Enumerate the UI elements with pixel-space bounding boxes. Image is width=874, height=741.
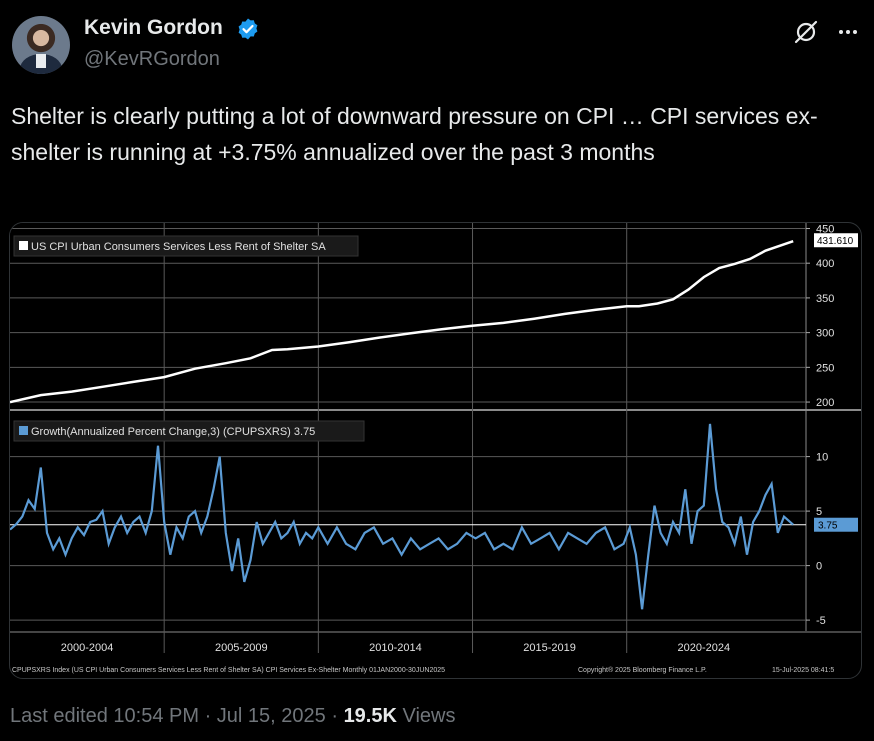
tweet-date[interactable]: Jul 15, 2025 <box>216 705 326 727</box>
lower-ticks: 10 5 0 -5 <box>806 452 828 627</box>
period-label: 2010-2014 <box>369 642 422 654</box>
copyright-text: Copyright® 2025 Bloomberg Finance L.P. <box>578 666 707 674</box>
upper-tick-label: 450 <box>816 223 834 235</box>
lower-tick-label: 5 <box>816 506 822 518</box>
author-name[interactable]: Kevin Gordon <box>84 16 223 39</box>
period-labels: 2000-2004 2005-2009 2010-2014 2015-2019 2020… <box>61 642 730 654</box>
chart-image[interactable]: US CPI Urban Consumers Services Less Ren… <box>9 222 862 679</box>
period-label: 2000-2004 <box>61 642 114 654</box>
lower-tick-label: 10 <box>816 452 828 464</box>
verified-badge-icon[interactable] <box>236 17 260 41</box>
upper-last-value-text: 431.610 <box>817 236 854 247</box>
views-count: 19.5K <box>343 705 397 727</box>
upper-tick-label: 250 <box>816 362 834 374</box>
upper-legend-text: US CPI Urban Consumers Services Less Ren… <box>31 241 326 253</box>
lower-last-value-tag <box>814 517 858 532</box>
lower-last-value-text: 3.75 <box>818 521 838 532</box>
footer-separator: · <box>331 705 344 727</box>
growth-series-line <box>10 423 794 610</box>
source-footnote: CPUPSXRS Index (US CPI Urban Consumers S… <box>12 667 445 674</box>
lower-legend-box <box>13 420 365 442</box>
timestamp-text: 15-Jul-2025 08:41:5 <box>772 667 834 674</box>
lower-legend-swatch <box>19 426 28 435</box>
upper-legend-swatch <box>19 241 28 250</box>
period-label: 2005-2009 <box>215 642 268 654</box>
views-label: Views <box>402 705 456 727</box>
period-label: 2020-2024 <box>677 642 730 654</box>
author-handle[interactable]: @KevRGordon <box>84 48 220 70</box>
upper-last-value-tag <box>814 233 858 248</box>
chart-svg: US CPI Urban Consumers Services Less Ren… <box>10 223 861 674</box>
upper-legend-box <box>13 235 359 257</box>
index-series-line <box>10 240 794 404</box>
lower-tick-label: -5 <box>816 615 826 627</box>
upper-tick-label: 200 <box>816 397 834 409</box>
lower-tick-label: 0 <box>816 561 822 573</box>
tweet-text: Shelter is clearly putting a lot of down… <box>11 103 818 165</box>
footer-separator: · <box>204 705 217 727</box>
tweet-footer: Last edited 10:54 PM · Jul 15, 2025 · 19… <box>10 705 456 728</box>
edited-time[interactable]: Last edited 10:54 PM <box>10 705 200 727</box>
more-dots-icon[interactable] <box>834 18 862 46</box>
lower-legend-text: Growth(Annualized Percent Change,3) (CPU… <box>31 426 315 438</box>
upper-tick-label: 300 <box>816 328 834 340</box>
grok-icon[interactable] <box>792 18 820 46</box>
upper-tick-label: 400 <box>816 258 834 270</box>
avatar-shirt <box>36 54 46 68</box>
avatar[interactable] <box>12 16 70 74</box>
period-label: 2015-2019 <box>523 642 576 654</box>
lower-grid <box>10 456 806 621</box>
upper-ticks: 450 400 350 300 250 200 <box>806 223 834 409</box>
upper-tick-label: 350 <box>816 293 834 305</box>
